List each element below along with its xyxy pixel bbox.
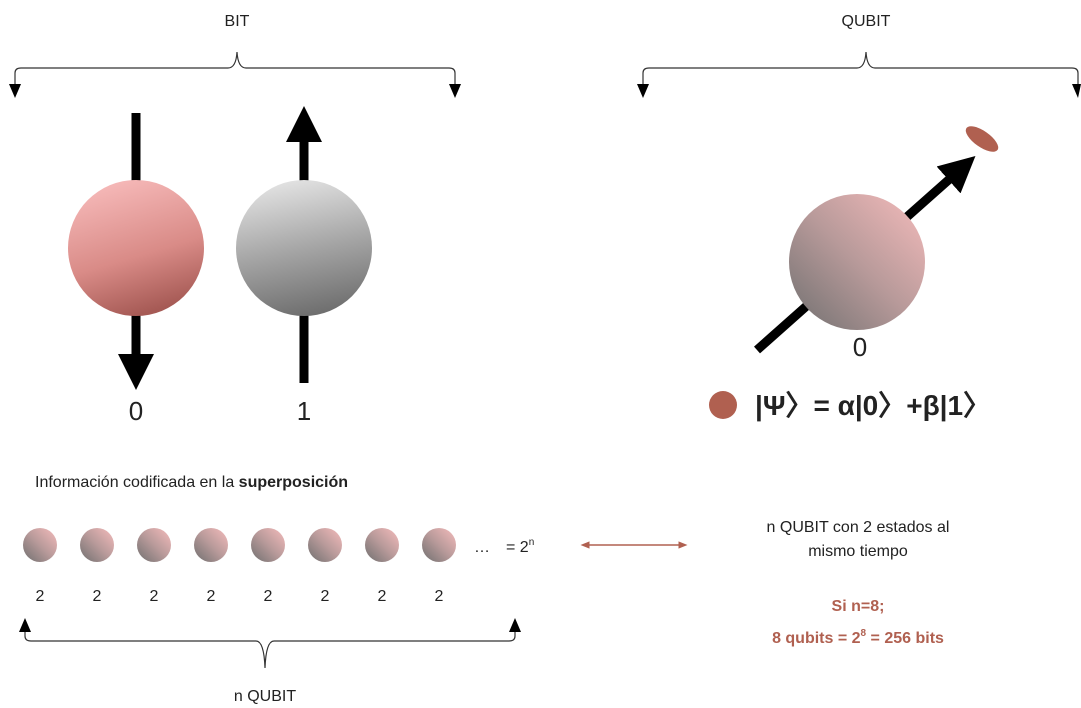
small-qubit: [365, 528, 399, 562]
small-qubit: [80, 528, 114, 562]
qubit-count: 2: [435, 588, 444, 605]
arrowheads: [19, 618, 521, 632]
power: = 2n: [506, 537, 534, 556]
bit-sphere-0: [68, 180, 204, 316]
qubit-state: 0: [853, 332, 867, 362]
example: 8 qubits = 28 = 256 bits: [772, 628, 944, 647]
qubit-count: 2: [378, 588, 387, 605]
small-qubit: [137, 528, 171, 562]
qubit-count: 2: [93, 588, 102, 605]
diagram: BIT 0 1 QUBIT 0 |Ψ〉= α|0〉+β|1〉 Informaci…: [0, 0, 1081, 708]
qubit-sphere: [789, 194, 925, 330]
spin-tip: [962, 122, 1002, 157]
bit-state: 0: [129, 396, 143, 426]
bit-sphere-1: [236, 180, 372, 316]
example-title: Si n=8;: [832, 598, 885, 615]
qubit-count: 2: [207, 588, 216, 605]
brace: [643, 52, 1078, 88]
ellipsis: …: [474, 539, 490, 556]
formula: |Ψ〉= α|0〉+β|1〉: [755, 390, 991, 421]
example-base: 8 qubits = 2: [772, 630, 861, 647]
small-qubit: [308, 528, 342, 562]
arrowheads: [637, 84, 1081, 98]
power-exponent: n: [529, 537, 535, 548]
small-qubit: [422, 528, 456, 562]
caption: Información codificada en la superposici…: [35, 474, 348, 491]
bit-label: BIT: [225, 13, 250, 30]
qubit-count: 2: [321, 588, 330, 605]
caption-text: Información codificada en la: [35, 474, 239, 491]
example-result: = 256 bits: [866, 630, 944, 647]
qubit-label: QUBIT: [842, 13, 891, 30]
small-qubit: [194, 528, 228, 562]
qubit-row: 2 2 2 2 2 2 2 2: [23, 528, 456, 605]
small-qubit: [23, 528, 57, 562]
dot: [709, 391, 737, 419]
brace: [15, 52, 455, 88]
qubit-count: 2: [264, 588, 273, 605]
qubit-count: 2: [36, 588, 45, 605]
small-qubit: [251, 528, 285, 562]
explanation-line: n QUBIT con 2 estados al: [767, 519, 950, 536]
power-base: = 2: [506, 539, 529, 556]
bit-state: 1: [297, 396, 311, 426]
explanation-line: mismo tiempo: [808, 543, 908, 560]
caption-bold: superposición: [239, 474, 348, 491]
arrowheads: [9, 84, 461, 98]
qubit-count: 2: [150, 588, 159, 605]
brace-label: n QUBIT: [234, 688, 296, 705]
brace: [25, 628, 515, 668]
